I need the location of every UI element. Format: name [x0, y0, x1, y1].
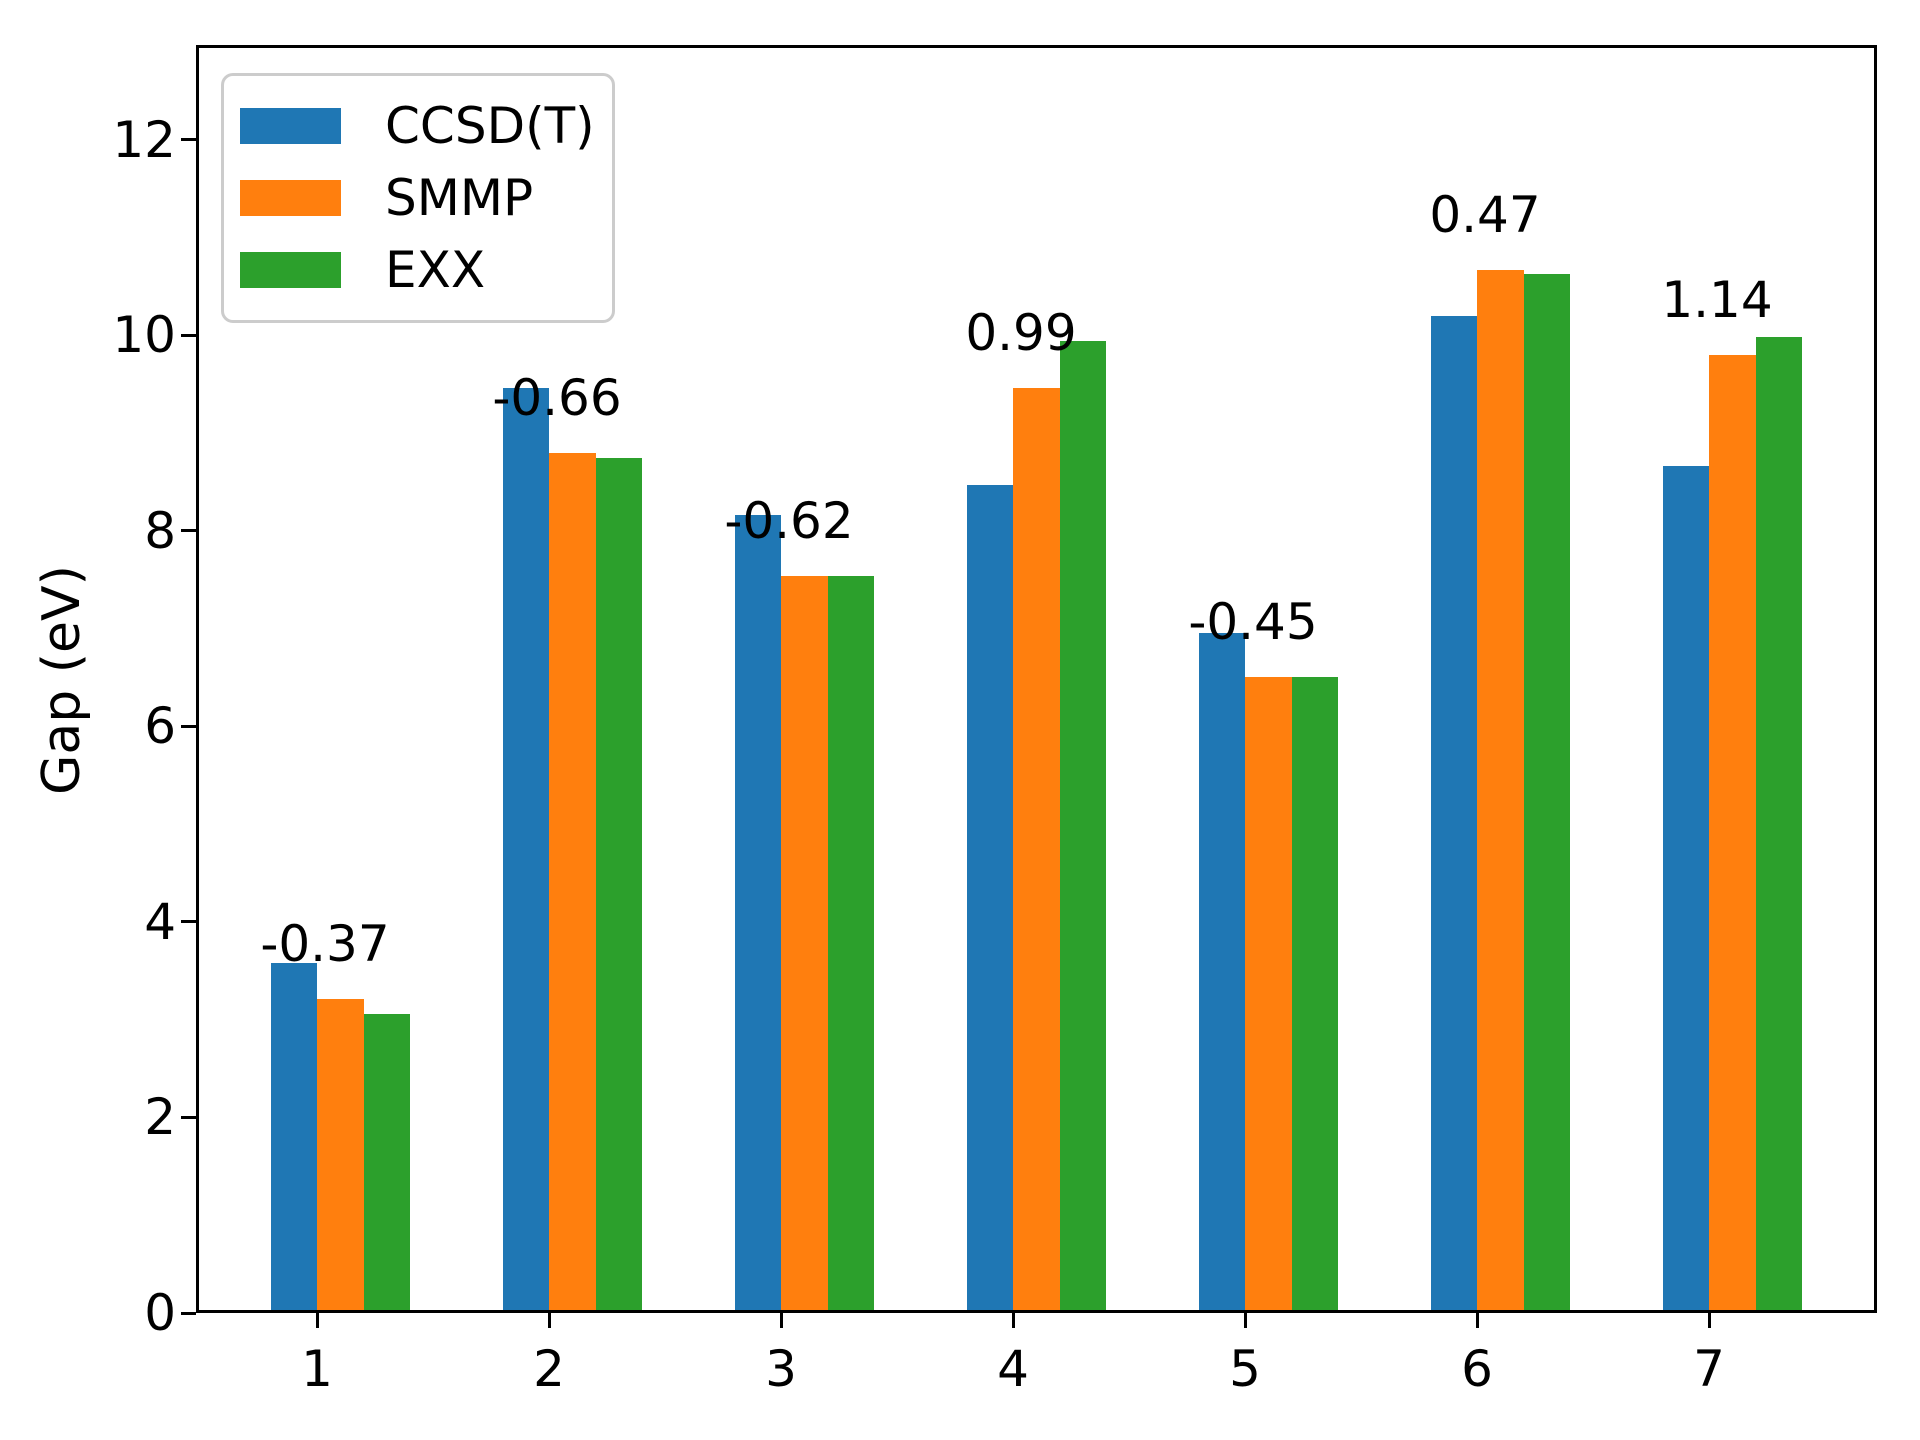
y-tick-mark-6	[181, 724, 196, 728]
x-tick-label-5: 5	[1229, 1340, 1261, 1398]
bar-annotation-5: -0.45	[1188, 592, 1318, 651]
x-tick-label-6: 6	[1461, 1340, 1493, 1398]
bar-annotation-7: 1.14	[1661, 270, 1773, 329]
x-tick-mark-7	[1707, 1313, 1711, 1328]
y-tick-label-8: 8	[144, 501, 176, 560]
legend-swatch-exx	[240, 252, 341, 288]
bar-ccsdt-1	[270, 962, 317, 1310]
legend-item-ccsdt: CCSD(T)	[240, 90, 596, 162]
legend-label-ccsdt: CCSD(T)	[385, 97, 595, 155]
bar-ccsdt-7	[1662, 466, 1709, 1310]
y-axis-label: Gap (eV)	[32, 565, 92, 795]
y-tick-label-6: 6	[144, 697, 176, 756]
bar-exx-6	[1523, 273, 1570, 1310]
x-tick-label-7: 7	[1693, 1340, 1725, 1398]
y-tick-mark-12	[181, 138, 196, 142]
legend-swatch-ccsdt	[240, 108, 341, 144]
bar-smmp-4	[1013, 388, 1060, 1310]
bar-exx-4	[1059, 341, 1106, 1310]
x-tick-label-3: 3	[765, 1340, 797, 1398]
legend-item-exx: EXX	[240, 234, 596, 306]
x-tick-mark-1	[315, 1313, 319, 1328]
bar-exx-5	[1291, 676, 1338, 1310]
bar-exx-7	[1755, 337, 1802, 1310]
x-tick-mark-4	[1011, 1313, 1015, 1328]
x-tick-label-2: 2	[533, 1340, 565, 1398]
bar-ccsdt-3	[734, 515, 781, 1310]
legend: CCSD(T) SMMP EXX	[221, 73, 615, 323]
y-tick-label-0: 0	[144, 1284, 176, 1342]
bar-ccsdt-6	[1430, 315, 1477, 1310]
y-tick-mark-0	[181, 1311, 196, 1315]
legend-item-smmp: SMMP	[240, 162, 596, 234]
y-tick-label-4: 4	[144, 892, 176, 951]
legend-swatch-smmp	[240, 180, 341, 216]
bar-exx-2	[595, 457, 642, 1310]
legend-label-smmp: SMMP	[385, 169, 534, 227]
y-tick-mark-10	[181, 333, 196, 337]
bar-annotation-2: -0.66	[492, 368, 622, 427]
x-tick-mark-5	[1243, 1313, 1247, 1328]
y-tick-mark-2	[181, 1115, 196, 1119]
bar-exx-3	[827, 575, 874, 1310]
plot-area: CCSD(T) SMMP EXX -0.37 -0.66 -0.62 0.99 -0.4…	[196, 45, 1877, 1313]
bar-smmp-1	[317, 999, 364, 1310]
bar-ccsdt-2	[502, 388, 549, 1310]
x-tick-label-4: 4	[997, 1340, 1029, 1398]
bar-ccsdt-5	[1198, 632, 1245, 1310]
x-tick-mark-6	[1475, 1313, 1479, 1328]
bar-annotation-6: 0.47	[1429, 185, 1541, 244]
bar-smmp-6	[1477, 269, 1524, 1310]
y-tick-mark-8	[181, 529, 196, 533]
y-tick-label-2: 2	[144, 1088, 176, 1147]
y-tick-mark-4	[181, 920, 196, 924]
x-tick-label-1: 1	[301, 1340, 333, 1398]
y-tick-label-10: 10	[112, 306, 176, 365]
bar-exx-1	[363, 1013, 410, 1310]
x-tick-mark-3	[779, 1313, 783, 1328]
bar-smmp-7	[1709, 354, 1756, 1310]
bar-smmp-2	[549, 452, 596, 1310]
bar-smmp-3	[781, 575, 828, 1310]
bar-smmp-5	[1245, 676, 1292, 1310]
y-tick-label-12: 12	[112, 110, 176, 169]
bar-annotation-4: 0.99	[965, 304, 1077, 363]
x-tick-mark-2	[547, 1313, 551, 1328]
bar-annotation-1: -0.37	[260, 915, 390, 974]
bar-ccsdt-4	[966, 484, 1013, 1310]
legend-label-exx: EXX	[385, 241, 486, 299]
bar-annotation-3: -0.62	[724, 491, 854, 550]
